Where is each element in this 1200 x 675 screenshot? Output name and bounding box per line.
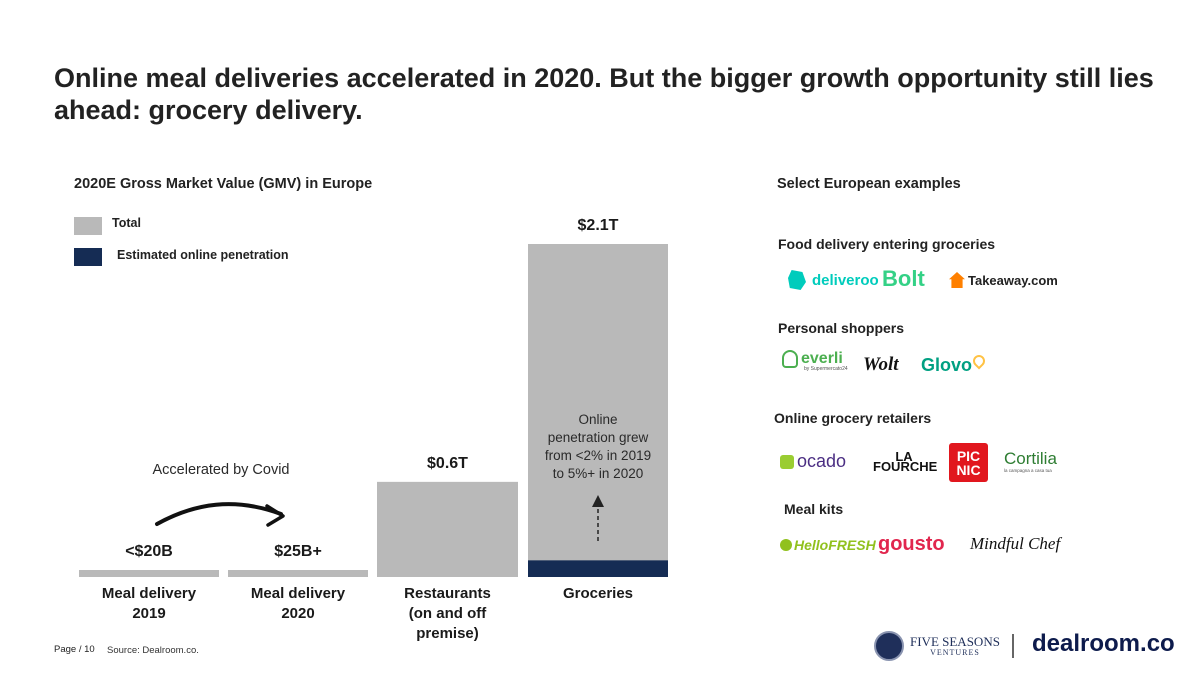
- bolt-logo: Bolt: [882, 266, 925, 291]
- bar-total-0: [79, 570, 219, 577]
- chart-title: 2020E Gross Market Value (GMV) in Europe: [74, 176, 373, 192]
- covid-arrow-head: [265, 504, 285, 527]
- deliveroo-logo: deliveroo: [788, 270, 879, 290]
- takeaway-logo: Takeaway.com: [949, 272, 1058, 288]
- pin-icon: [970, 352, 988, 370]
- bar-online-3: [528, 560, 668, 577]
- grocery-penetration-note: Online penetration grew from <2% in 2019 to…: [545, 412, 651, 481]
- category-label-3: Groceries: [563, 585, 633, 602]
- kangaroo-icon: [788, 270, 806, 290]
- covid-annotation: Accelerated by Covid: [152, 462, 289, 478]
- ocado-mark-icon: [780, 454, 794, 469]
- bar-total-2: [377, 481, 518, 577]
- bar-chart: <$20B $25B+ $0.6T $2.1T Meal delivery 2019 Me…: [79, 217, 668, 642]
- value-label-1: $25B+: [274, 543, 322, 560]
- section-food-delivery-title: Food delivery entering groceries: [778, 236, 996, 252]
- value-label-3: $2.1T: [578, 217, 619, 234]
- gousto-logo: gousto: [878, 533, 945, 555]
- section-meal-kits-title: Meal kits: [784, 501, 844, 517]
- bar-total-1: [228, 570, 368, 577]
- five-seasons-logo: FIVE SEASONS VENTURES: [874, 630, 1000, 662]
- page-title: Online meal deliveries accelerated in 20…: [54, 63, 1154, 125]
- page-number: Page / 10: [54, 644, 95, 655]
- mindful-chef-logo: Mindful Chef: [970, 534, 1061, 553]
- wolt-logo: Wolt: [863, 354, 899, 375]
- hand-icon: [782, 350, 798, 368]
- hellofresh-logo: HelloFRESH: [780, 537, 876, 553]
- brand-divider: [1012, 634, 1014, 658]
- legend-swatch-total: [74, 217, 102, 235]
- ocado-logo: ocado: [780, 451, 846, 472]
- house-icon: [949, 272, 965, 288]
- la-fourche-logo: LA FOURCHE: [873, 449, 938, 474]
- legend-label-total: Total: [112, 216, 141, 230]
- value-label-2: $0.6T: [427, 455, 468, 472]
- cortilia-logo: Cortilia la campagna a casa tua: [1004, 449, 1057, 474]
- source-note: Source: Dealroom.co.: [107, 645, 199, 656]
- section-online-grocery-title: Online grocery retailers: [774, 410, 932, 426]
- category-label-1: Meal delivery 2020: [251, 585, 346, 622]
- dealroom-logo: dealroom.co: [1032, 630, 1175, 657]
- value-label-0: <$20B: [125, 543, 173, 560]
- tree-seal-icon: [874, 631, 904, 661]
- category-label-2: Restaurants (on and off premise): [404, 585, 491, 642]
- examples-title: Select European examples: [777, 176, 961, 192]
- glovo-logo: Glovo: [921, 352, 988, 376]
- bar-total-3: [528, 244, 668, 577]
- section-personal-shoppers-title: Personal shoppers: [778, 320, 905, 336]
- picnic-logo: PIC NIC: [949, 443, 988, 482]
- lime-icon: [780, 539, 792, 551]
- category-label-0: Meal delivery 2019: [102, 585, 197, 622]
- covid-arrow: [155, 502, 283, 526]
- everli-logo: everli by Supermercato24: [782, 350, 848, 372]
- legend-swatch-online: [74, 248, 102, 266]
- legend-label-online: Estimated online penetration: [117, 248, 289, 262]
